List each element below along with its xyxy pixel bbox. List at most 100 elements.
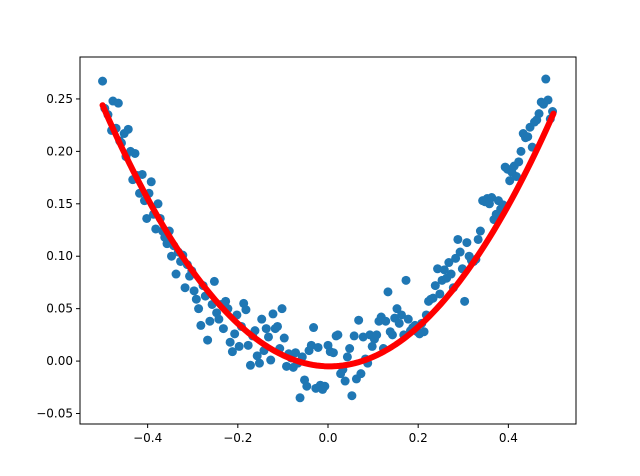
scatter-point [401,275,411,285]
scatter-point [203,335,213,345]
scatter-point [277,304,287,314]
scatter-point [309,323,319,333]
scatter-point [433,264,443,274]
scatter-point [356,369,366,379]
scatter-point [444,258,454,268]
scatter-point [534,109,544,119]
scatter-point [460,296,470,306]
scatter-point [505,176,515,186]
scatter-point [367,341,377,351]
x-axis-ticks: −0.4 −0.2 0.0 0.2 0.4 [133,424,518,445]
scatter-point [516,146,526,156]
scatter-point [446,269,456,279]
fit-curve-line [99,102,557,370]
scatter-point [435,289,445,299]
scatter-point [113,98,123,108]
scatter-point [543,95,553,105]
y-tick-label: −0.05 [36,407,73,421]
y-tick-label: 0.10 [46,249,73,263]
y-tick-label: 0.15 [46,197,73,211]
scatter-point [234,341,244,351]
scatter-point [194,304,204,314]
scatter-point [130,148,140,158]
scatter-point [455,247,465,257]
scatter-point [279,333,289,343]
scatter-point [153,199,163,209]
scatter-point [252,351,262,361]
scatter-point [342,352,352,362]
scatter-point [347,391,357,401]
x-tick-label: −0.2 [223,431,252,445]
scatter-point [180,283,190,293]
scatter-point [266,355,276,365]
scatter-point [473,234,483,244]
y-tick-label: 0.00 [46,354,73,368]
scatter-point [191,294,201,304]
x-tick-label: 0.2 [409,431,428,445]
scatter-point [167,251,177,261]
scatter-point [358,332,368,342]
scatter-point [221,296,231,306]
scatter-point [462,238,472,248]
scatter-point [137,169,147,179]
scatter-point [381,316,391,326]
x-tick-label: 0.0 [318,431,337,445]
scatter-point [263,332,273,342]
scatter-point [511,172,521,182]
y-tick-label: 0.05 [46,302,73,316]
scatter-point [383,287,393,297]
scatter-point [151,224,161,234]
scatter-point [354,315,364,325]
scatter-point [295,393,305,403]
scatter-point [320,381,330,391]
scatter-point [428,293,438,303]
scatter-point [514,157,524,167]
y-tick-label: 0.25 [46,92,73,106]
scatter-point [349,331,359,341]
scatter-point [313,342,323,352]
scatter-point [523,132,533,142]
scatter-point [397,310,406,320]
scatter-point [257,314,267,324]
scatter-point [487,193,497,203]
y-tick-label: 0.20 [46,144,73,158]
scatter-point [227,347,237,357]
scatter-point [302,381,312,391]
scatter-point [218,324,228,334]
scatter-point [123,124,133,134]
scatter-point [541,74,551,84]
fit-curve-layer [99,102,557,370]
scatter-point [230,329,240,339]
scatter-point [189,286,199,296]
scatter-point [142,213,152,223]
scatter-point [196,320,206,330]
scatter-point [333,330,343,340]
scatter-point [261,324,271,334]
scatter-point [98,76,108,86]
scatter-point [241,305,251,315]
scatter-point [475,226,485,236]
scatter-point [439,265,449,275]
y-axis-ticks: −0.05 0.00 0.05 0.10 0.15 0.20 0.25 [36,92,80,421]
scatter-point [268,309,278,319]
scatter-point [340,376,350,386]
x-tick-label: −0.4 [133,431,162,445]
scatter-point [453,234,463,244]
scatter-point [394,318,404,328]
scatter-point [419,327,429,337]
scatter-point [146,177,156,187]
scatter-point [205,316,215,326]
scatter-point [345,344,355,353]
scatter-point [403,314,413,324]
scatter-point [328,348,338,358]
scatter-point [291,348,301,358]
scatter-point [451,253,461,263]
scatter-point [245,360,255,370]
scatter-point [214,314,224,324]
scatter-point [430,281,440,291]
scatter-point [254,358,264,368]
scatter-point [273,321,282,331]
scatter-point [387,330,397,340]
scatter-point [243,340,253,350]
